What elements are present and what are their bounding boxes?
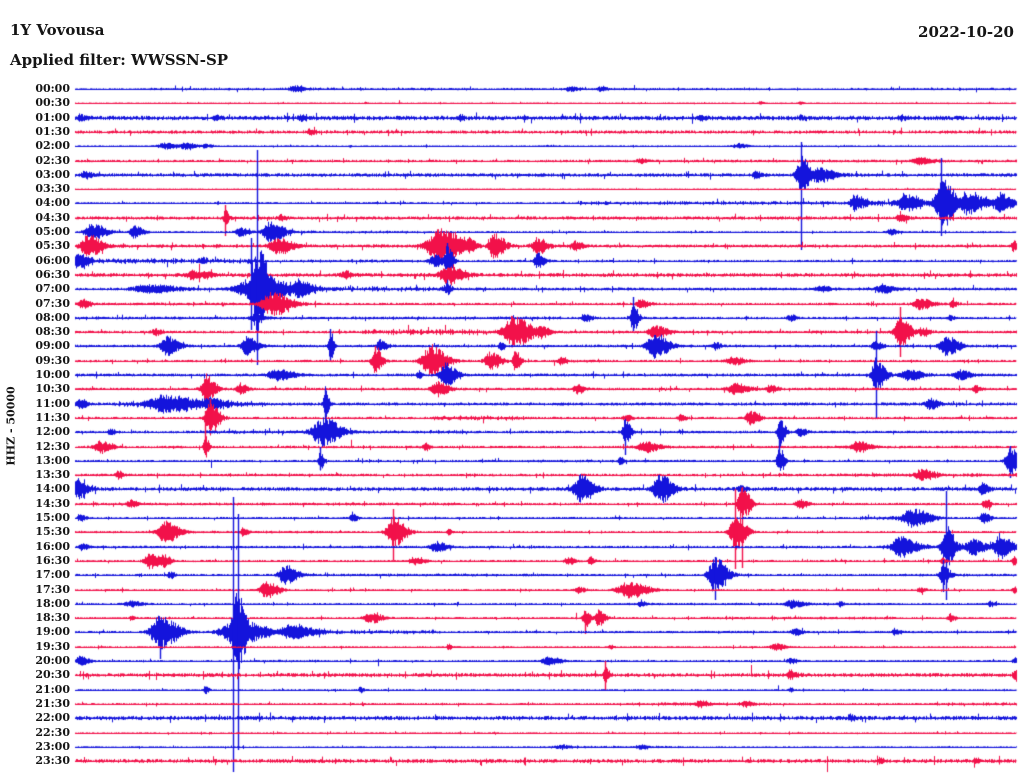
time-label: 14:00 — [35, 482, 70, 495]
time-label: 08:30 — [35, 325, 70, 338]
time-label: 22:30 — [35, 726, 70, 739]
time-label: 05:30 — [35, 239, 70, 252]
time-label: 09:00 — [35, 339, 70, 352]
time-label: 20:00 — [35, 654, 70, 667]
time-label: 10:00 — [35, 368, 70, 381]
time-label: 22:00 — [35, 711, 70, 724]
time-label: 21:00 — [35, 683, 70, 696]
time-label: 02:00 — [35, 139, 70, 152]
time-label: 16:00 — [35, 540, 70, 553]
time-label: 18:30 — [35, 611, 70, 624]
time-label: 06:00 — [35, 254, 70, 267]
time-label: 17:00 — [35, 568, 70, 581]
time-label: 03:00 — [35, 168, 70, 181]
time-label: 10:30 — [35, 382, 70, 395]
time-label: 17:30 — [35, 583, 70, 596]
time-label: 12:30 — [35, 440, 70, 453]
time-label: 16:30 — [35, 554, 70, 567]
time-label: 15:00 — [35, 511, 70, 524]
filter-label: Applied filter: WWSSN-SP — [10, 51, 229, 69]
time-label: 20:30 — [35, 668, 70, 681]
time-label: 08:00 — [35, 311, 70, 324]
time-label: 04:30 — [35, 211, 70, 224]
time-label: 19:00 — [35, 625, 70, 638]
time-label: 19:30 — [35, 640, 70, 653]
time-label: 18:00 — [35, 597, 70, 610]
time-label: 14:30 — [35, 497, 70, 510]
date-label: 2022-10-20 — [918, 23, 1014, 41]
time-label: 03:30 — [35, 182, 70, 195]
time-label: 11:00 — [35, 397, 70, 410]
time-label: 13:00 — [35, 454, 70, 467]
time-label: 11:30 — [35, 411, 70, 424]
time-label: 01:30 — [35, 125, 70, 138]
time-label: 00:00 — [35, 82, 70, 95]
time-label: 04:00 — [35, 196, 70, 209]
time-label: 21:30 — [35, 697, 70, 710]
time-label: 23:00 — [35, 740, 70, 753]
time-label: 02:30 — [35, 154, 70, 167]
time-label: 01:00 — [35, 111, 70, 124]
time-label: 06:30 — [35, 268, 70, 281]
time-label: 00:30 — [35, 96, 70, 109]
time-label: 23:30 — [35, 754, 70, 767]
station-title: 1Y Vovousa — [10, 21, 105, 39]
time-label: 15:30 — [35, 525, 70, 538]
time-label: 09:30 — [35, 354, 70, 367]
time-label: 13:30 — [35, 468, 70, 481]
time-label: 07:30 — [35, 297, 70, 310]
time-label: 05:00 — [35, 225, 70, 238]
time-label: 07:00 — [35, 282, 70, 295]
time-label: 12:00 — [35, 425, 70, 438]
